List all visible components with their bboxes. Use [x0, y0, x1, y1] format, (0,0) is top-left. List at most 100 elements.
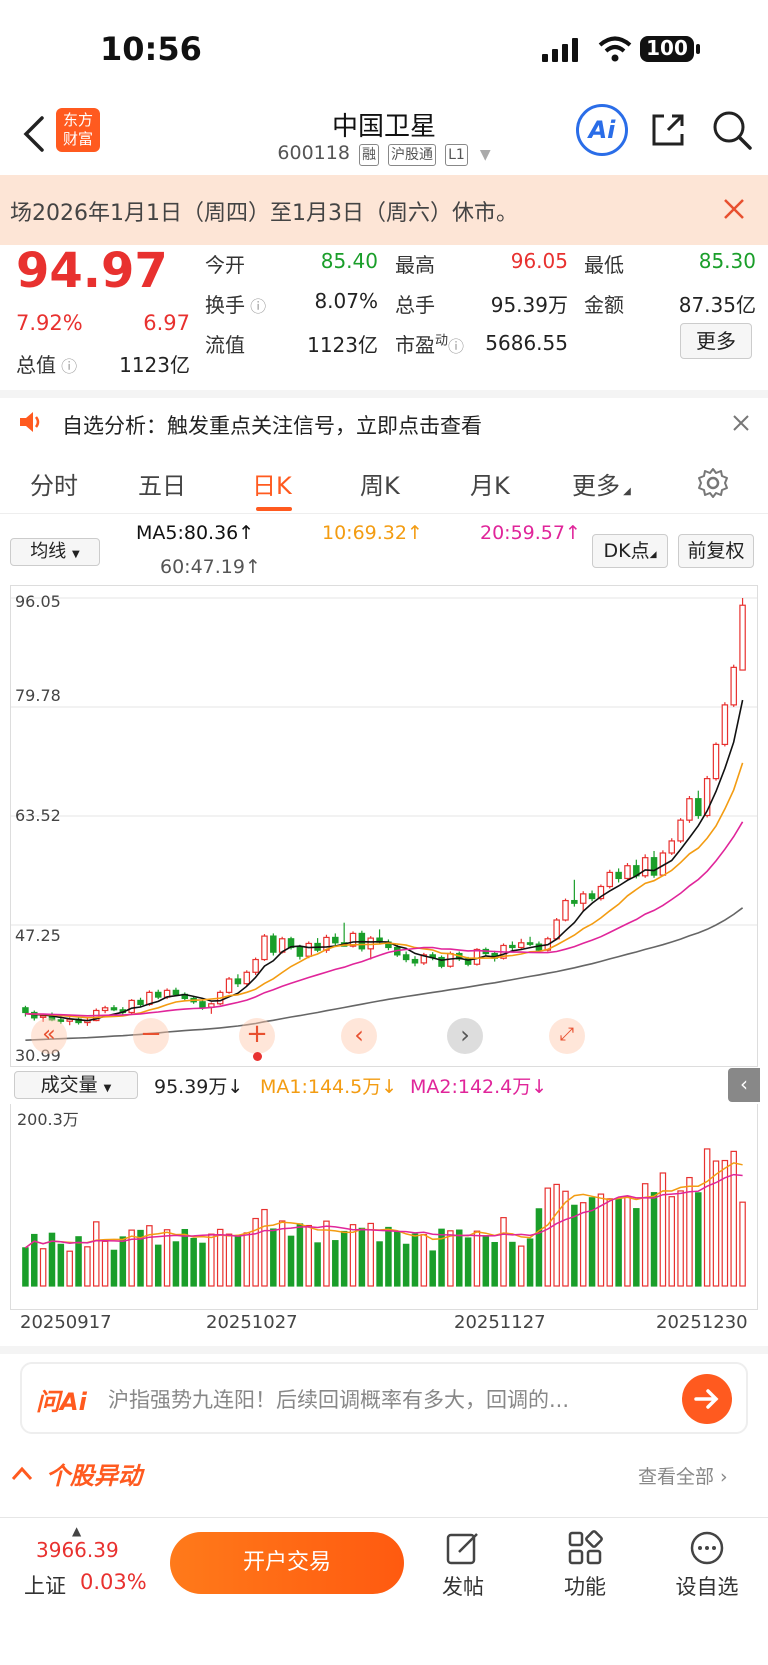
volume-bar [181, 1228, 189, 1287]
section-title: 个股异动 [46, 1462, 142, 1490]
speaker-icon [18, 410, 44, 434]
more-quote-button[interactable]: 更多 [680, 323, 752, 359]
volume-indicator-select[interactable]: 成交量 ▼ [14, 1071, 138, 1099]
open-value: 85.40 [320, 249, 378, 273]
tab-monthly-k[interactable]: 月K [470, 472, 510, 500]
pe-label: 市盈动ⓘ [395, 333, 465, 357]
index-change[interactable]: 0.03% [80, 1570, 147, 1594]
volume-chart[interactable]: 200.3万 [10, 1104, 758, 1310]
holiday-notice-banner[interactable]: 场2026年1月1日（周四）至1月3日（周六）休市。 [0, 175, 768, 245]
candle-body [296, 946, 304, 957]
ai-send-button[interactable] [682, 1374, 732, 1424]
stock-header: 东方 财富 中国卫星 600118 融 沪股通 L1 ▼ Ai [0, 100, 768, 175]
volume-bar [84, 1246, 91, 1287]
vol-ma2-line [24, 1173, 743, 1249]
add-watchlist-button[interactable]: 设自选 [662, 1518, 752, 1601]
volume-bar [234, 1234, 242, 1287]
ai-button[interactable]: Ai [576, 104, 628, 156]
ma10-value: 10:69.32↑ [322, 522, 423, 544]
volume-bar [500, 1217, 507, 1287]
bottom-toolbar: ▲ 3966.39 上证 0.03% 开户交易 发帖 功能 设自选 [0, 1517, 768, 1665]
logo-line1: 东方 [62, 111, 93, 129]
tab-weekly-k[interactable]: 周K [360, 472, 400, 500]
chevron-right-icon[interactable]: › [447, 1018, 483, 1054]
tab-daily-k[interactable]: 日K [252, 472, 292, 500]
volume-bar [22, 1247, 29, 1287]
volume-bar [208, 1233, 215, 1287]
close-icon[interactable] [732, 414, 750, 432]
dk-point-button[interactable]: DK点◢ [592, 534, 668, 568]
open-account-trade-button[interactable]: 开户交易 [170, 1532, 404, 1594]
quote-panel: 94.97 7.92% 6.97 总值 ⓘ 1123亿 今开 85.40 最高 … [0, 243, 768, 390]
date-label-4: 20251230 [656, 1312, 748, 1333]
settings-gear-icon[interactable] [696, 466, 730, 500]
candle-body [650, 857, 658, 876]
app-logo[interactable]: 东方 财富 [56, 108, 100, 152]
close-icon[interactable] [722, 197, 746, 221]
candle-body [739, 604, 746, 671]
volume-bar [314, 1242, 321, 1287]
volume-bar [730, 1150, 737, 1287]
volume-bar [429, 1250, 436, 1287]
volume-bar [216, 1228, 224, 1287]
vol-value: 95.39万↓ [154, 1076, 244, 1098]
index-name[interactable]: 上证 [24, 1574, 66, 1598]
volume-bar [579, 1202, 587, 1287]
post-button[interactable]: 发帖 [418, 1518, 508, 1601]
volume-bar [535, 1208, 543, 1287]
grid-icon [568, 1530, 603, 1565]
up-arrow-icon: ▲ [72, 1524, 82, 1538]
zoom-out-icon[interactable]: − [133, 1018, 169, 1054]
pe-value: 5686.55 [485, 331, 568, 355]
ai-logo: 问Ai [36, 1388, 87, 1416]
back-button[interactable] [20, 114, 50, 154]
volume-bar [332, 1240, 339, 1287]
ma20-value: 20:59.57↑ [480, 522, 581, 544]
analysis-banner[interactable]: 自选分析：触发重点关注信号，立即点击查看 [0, 398, 768, 448]
collapse-panel-button[interactable]: ‹ [728, 1068, 760, 1102]
collapse-chevron-icon[interactable] [10, 1464, 34, 1484]
signal-icon [542, 38, 582, 62]
tab-intraday[interactable]: 分时 [30, 472, 78, 500]
candle-body [367, 937, 374, 950]
date-label-3: 20251127 [454, 1312, 546, 1333]
scroll-left-fast-icon[interactable]: « [31, 1018, 67, 1054]
zoom-in-icon[interactable]: + [239, 1018, 275, 1054]
candle-body [695, 798, 702, 817]
volume-bar [367, 1222, 374, 1287]
y-tick-4: 47.25 [15, 926, 61, 945]
total-value-label: 总值 ⓘ [16, 353, 78, 377]
volume-legend: 成交量 ▼ 95.39万↓ MA1:144.5万↓ MA2:142.4万↓ ‹ [0, 1068, 768, 1104]
index-value[interactable]: 3966.39 [36, 1538, 119, 1562]
y-tick-2: 79.78 [15, 686, 61, 705]
kline-svg [11, 597, 757, 1041]
volume-bar [633, 1208, 640, 1287]
tab-more[interactable]: 更多 ◢ [572, 472, 631, 500]
candle-body [553, 919, 560, 940]
view-all-link[interactable]: 查看全部 › [638, 1466, 728, 1488]
ma-select[interactable]: 均线 ▼ [10, 538, 100, 566]
last-price: 94.97 [16, 243, 168, 299]
candle-body [243, 971, 251, 985]
volume-bar [624, 1195, 631, 1287]
float-value: 1123亿 [307, 333, 378, 357]
tab-five-day[interactable]: 五日 [138, 472, 186, 500]
search-icon[interactable] [710, 108, 754, 152]
kline-chart[interactable]: 96.05 79.78 63.52 47.25 30.99 « − + ‹ › … [10, 585, 758, 1067]
volume-bar [296, 1223, 304, 1287]
volume-bar [473, 1230, 481, 1287]
adjust-button[interactable]: 前复权 [678, 534, 754, 568]
candle-body [305, 942, 312, 957]
tag-level: L1 [445, 144, 468, 166]
fullscreen-icon[interactable]: ⤢ [549, 1018, 585, 1054]
chevron-left-icon[interactable]: ‹ [341, 1018, 377, 1054]
share-icon[interactable] [648, 110, 688, 150]
functions-button[interactable]: 功能 [540, 1518, 630, 1601]
candle-body [668, 840, 676, 854]
candle-body [172, 989, 180, 995]
volume-bar [464, 1237, 472, 1287]
candle-body [473, 948, 481, 965]
ai-question-bar[interactable]: 问Ai 沪指强势九连阳！后续回调概率有多大，回调的... [20, 1362, 748, 1434]
stock-code-row[interactable]: 600118 融 沪股通 L1 ▼ [0, 142, 768, 166]
volume-bar [571, 1204, 578, 1287]
